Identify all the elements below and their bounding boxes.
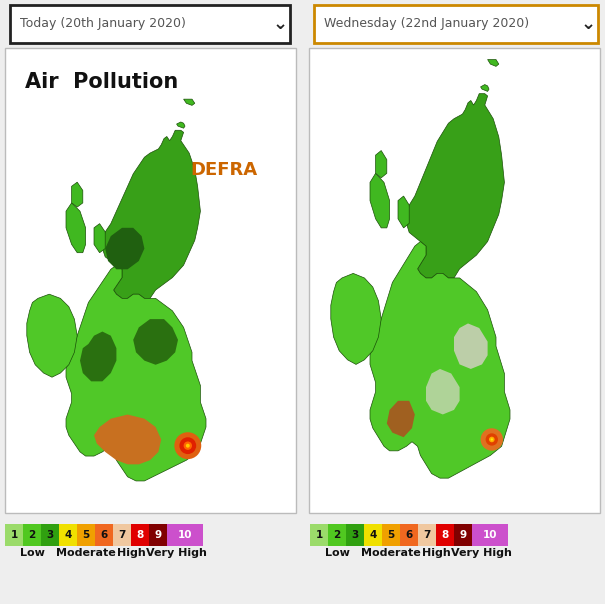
Text: 10: 10	[483, 530, 497, 540]
Circle shape	[489, 437, 495, 442]
Text: 5: 5	[82, 530, 90, 540]
Polygon shape	[66, 265, 206, 481]
Text: DEFRA: DEFRA	[190, 161, 257, 179]
Text: 2: 2	[28, 530, 36, 540]
Text: 8: 8	[442, 530, 449, 540]
Polygon shape	[66, 203, 85, 252]
Polygon shape	[398, 196, 409, 228]
Bar	[131, 524, 149, 546]
Bar	[418, 524, 436, 546]
Text: 9: 9	[154, 530, 162, 540]
Polygon shape	[370, 242, 510, 478]
Polygon shape	[426, 369, 460, 414]
Polygon shape	[133, 319, 178, 365]
Text: ⌄: ⌄	[580, 15, 595, 33]
Circle shape	[180, 437, 196, 454]
Polygon shape	[454, 324, 488, 369]
Text: 4: 4	[369, 530, 377, 540]
Bar	[400, 524, 418, 546]
Polygon shape	[105, 228, 145, 269]
Bar	[10, 5, 290, 43]
Bar	[454, 524, 472, 546]
Polygon shape	[183, 99, 195, 105]
Polygon shape	[94, 223, 105, 252]
Polygon shape	[488, 60, 499, 66]
Text: Moderate: Moderate	[56, 548, 116, 558]
Text: 3: 3	[47, 530, 54, 540]
Text: High: High	[422, 548, 450, 558]
Bar	[364, 524, 382, 546]
Bar	[149, 524, 167, 546]
Polygon shape	[27, 294, 77, 378]
Text: 10: 10	[178, 530, 192, 540]
Polygon shape	[387, 401, 415, 437]
Bar	[328, 524, 346, 546]
Polygon shape	[331, 274, 381, 364]
Text: Very High: Very High	[146, 548, 206, 558]
Text: Moderate: Moderate	[361, 548, 421, 558]
Bar	[309, 48, 600, 513]
Text: 4: 4	[64, 530, 71, 540]
Polygon shape	[376, 150, 387, 178]
Bar	[23, 524, 41, 546]
Bar	[113, 524, 131, 546]
Text: Wednesday (22nd January 2020): Wednesday (22nd January 2020)	[324, 18, 529, 30]
Circle shape	[480, 428, 503, 451]
Polygon shape	[370, 173, 390, 228]
Polygon shape	[480, 85, 489, 91]
Text: 8: 8	[136, 530, 143, 540]
Text: 6: 6	[100, 530, 108, 540]
Bar	[167, 524, 203, 546]
Text: 2: 2	[333, 530, 341, 540]
Polygon shape	[102, 130, 200, 298]
Text: Today (20th January 2020): Today (20th January 2020)	[20, 18, 186, 30]
Polygon shape	[71, 182, 83, 207]
Bar	[5, 524, 23, 546]
Text: Very High: Very High	[451, 548, 511, 558]
Text: Air  Pollution: Air Pollution	[25, 72, 178, 92]
Text: 1: 1	[315, 530, 322, 540]
Polygon shape	[407, 94, 505, 278]
Circle shape	[183, 442, 192, 450]
Bar	[436, 524, 454, 546]
Bar	[310, 524, 328, 546]
Text: ⌄: ⌄	[272, 15, 287, 33]
Polygon shape	[80, 332, 116, 381]
Bar	[346, 524, 364, 546]
Bar	[5, 48, 296, 513]
Polygon shape	[177, 122, 185, 128]
Text: Low: Low	[19, 548, 44, 558]
Circle shape	[186, 444, 190, 448]
Polygon shape	[94, 414, 161, 464]
Text: 1: 1	[10, 530, 18, 540]
Text: 7: 7	[119, 530, 126, 540]
Circle shape	[491, 439, 493, 440]
Bar	[314, 5, 598, 43]
Text: High: High	[117, 548, 145, 558]
Text: 3: 3	[352, 530, 359, 540]
Bar	[41, 524, 59, 546]
Text: 5: 5	[387, 530, 394, 540]
Bar	[472, 524, 508, 546]
Text: 6: 6	[405, 530, 413, 540]
Bar	[59, 524, 77, 546]
Bar	[382, 524, 400, 546]
Circle shape	[486, 433, 498, 446]
Bar	[95, 524, 113, 546]
Text: Low: Low	[324, 548, 350, 558]
Text: 9: 9	[459, 530, 466, 540]
Text: 7: 7	[424, 530, 431, 540]
Bar	[77, 524, 95, 546]
Circle shape	[174, 432, 201, 459]
